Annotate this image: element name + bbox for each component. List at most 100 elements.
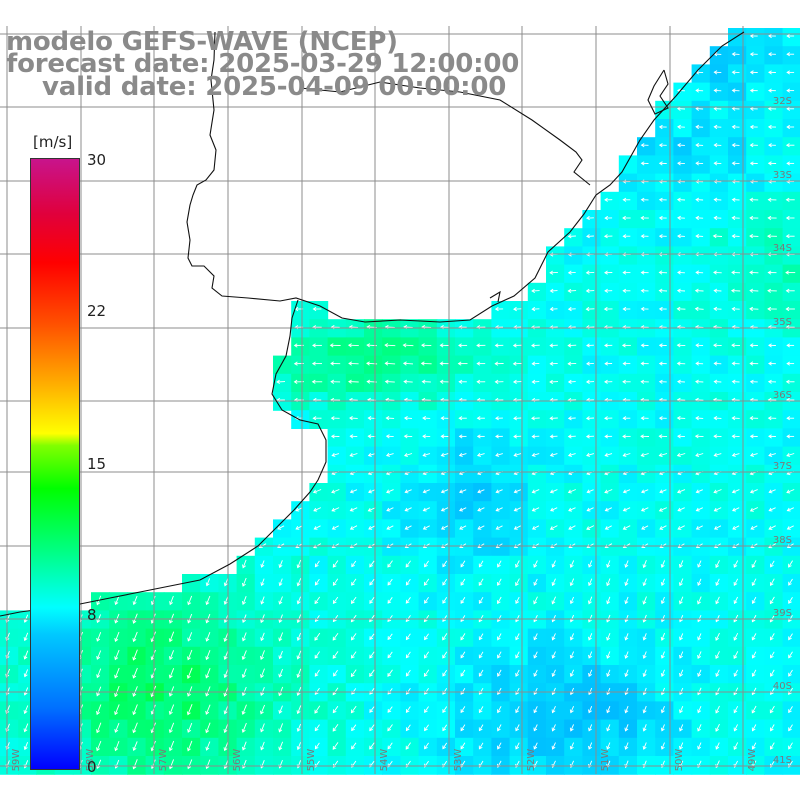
wind-cell-536 [382,555,401,575]
wind-cell-185 [655,319,674,338]
wind-arrow-603 [369,596,375,604]
wind-cell-627 [709,592,729,611]
wind-arrow-351 [677,434,685,439]
wind-cell-780 [291,665,310,684]
wind-cell-40 [673,137,693,156]
wind-cell-595 [127,592,147,611]
wind-cell-3 [782,28,800,47]
wind-cell-584 [637,574,656,593]
wind-cell-1 [746,28,765,47]
wind-cell-218 [746,337,765,357]
wind-cell-568 [345,574,365,593]
lon-label-51W: 51W [600,749,611,772]
wind-arrow-598 [278,596,283,605]
wind-cell-562 [236,574,256,593]
wind-arrow-926 [642,724,647,732]
wind-arrow-925 [624,724,629,732]
wind-cell-876 [436,701,456,721]
wind-arrow-348 [622,434,631,439]
wind-arrow-382 [768,452,776,457]
wind-arrow-326 [695,416,704,421]
wind-cell-808 [0,683,19,702]
wind-arrow-79 [658,215,667,221]
wind-cell-317 [455,410,474,429]
wind-cell-446 [382,501,401,520]
wind-cell-921 [455,719,474,739]
wind-arrow-374 [622,452,631,457]
wind-cell-341 [418,428,438,448]
wind-cell-902 [109,719,128,739]
wind-arrow-120 [658,270,668,275]
wind-cell-778 [254,665,274,684]
wind-arrow-730 [278,650,283,660]
wind-cell-545 [546,555,565,575]
wind-arrow-620 [678,596,684,605]
wind-cell-623 [637,592,656,611]
wind-arrow-552 [751,560,757,569]
wind-cell-135 [600,282,620,302]
wind-arrow-469 [349,525,358,530]
wind-arrow-880 [606,706,611,714]
wind-cell-1001 [309,756,329,775]
wind-arrow-912 [387,724,393,732]
wind-cell-273 [691,373,711,393]
wind-arrow-584 [733,578,739,586]
wind-cell-700 [436,628,456,648]
wind-arrow-532 [387,560,393,568]
wind-arrow-471 [386,525,394,530]
wind-arrow-327 [713,416,722,421]
wind-arrow-605 [405,597,411,604]
wind-cell-785 [382,665,401,684]
wind-arrow-758 [788,651,793,659]
wind-arrow-633 [114,613,120,624]
wind-cell-585 [655,574,674,593]
wind-arrow-232 [549,361,558,366]
wind-arrow-874 [497,706,502,714]
wind-cell-835 [491,683,511,702]
wind-cell-140 [691,282,711,302]
wind-arrow-455 [622,507,631,512]
wind-arrow-965 [551,742,556,750]
wind-arrow-431 [695,489,703,494]
wind-arrow-146 [513,306,522,312]
wind-arrow-238 [658,361,667,366]
wind-cell-342 [436,428,456,448]
wind-arrow-323 [640,416,649,421]
wind-cell-598 [182,592,201,611]
wind-cell-466 [746,501,765,520]
wind-cell-699 [418,628,438,648]
wind-arrow-973 [697,742,702,750]
wind-cell-327 [637,410,656,429]
wind-arrow-420 [495,489,503,494]
wind-arrow-19 [768,88,776,93]
wind-cell-448 [418,501,438,520]
wind-arrow-641 [260,614,265,624]
wind-cell-429 [582,483,602,502]
wind-arrow-799 [733,669,738,677]
wind-cell-424 [491,483,511,502]
wind-arrow-341 [495,434,503,439]
lat-label-40S: 40S [773,681,792,692]
wind-arrow-444 [422,507,430,512]
wind-cell-172 [418,319,438,338]
wind-arrow-729 [260,650,265,660]
wind-cell-747 [491,646,511,666]
wind-arrow-212 [695,343,704,348]
wind-cell-637 [91,610,110,630]
wind-arrow-660 [606,614,611,623]
wind-arrow-439 [331,507,340,512]
wind-arrow-553 [770,560,775,568]
wind-arrow-772 [241,668,247,679]
wind-arrow-434 [749,489,758,494]
wind-arrow-333 [349,434,358,439]
wind-cell-494 [728,519,747,539]
wind-arrow-264 [604,379,613,384]
wind-cell-918 [400,719,420,739]
wind-cell-35 [746,119,765,138]
wind-arrow-126 [767,270,777,275]
wind-cell-160 [709,301,729,320]
wind-arrow-147 [531,306,540,312]
wind-cell-709 [600,628,620,648]
wind-arrow-413 [368,489,376,494]
wind-cell-263 [509,373,529,393]
